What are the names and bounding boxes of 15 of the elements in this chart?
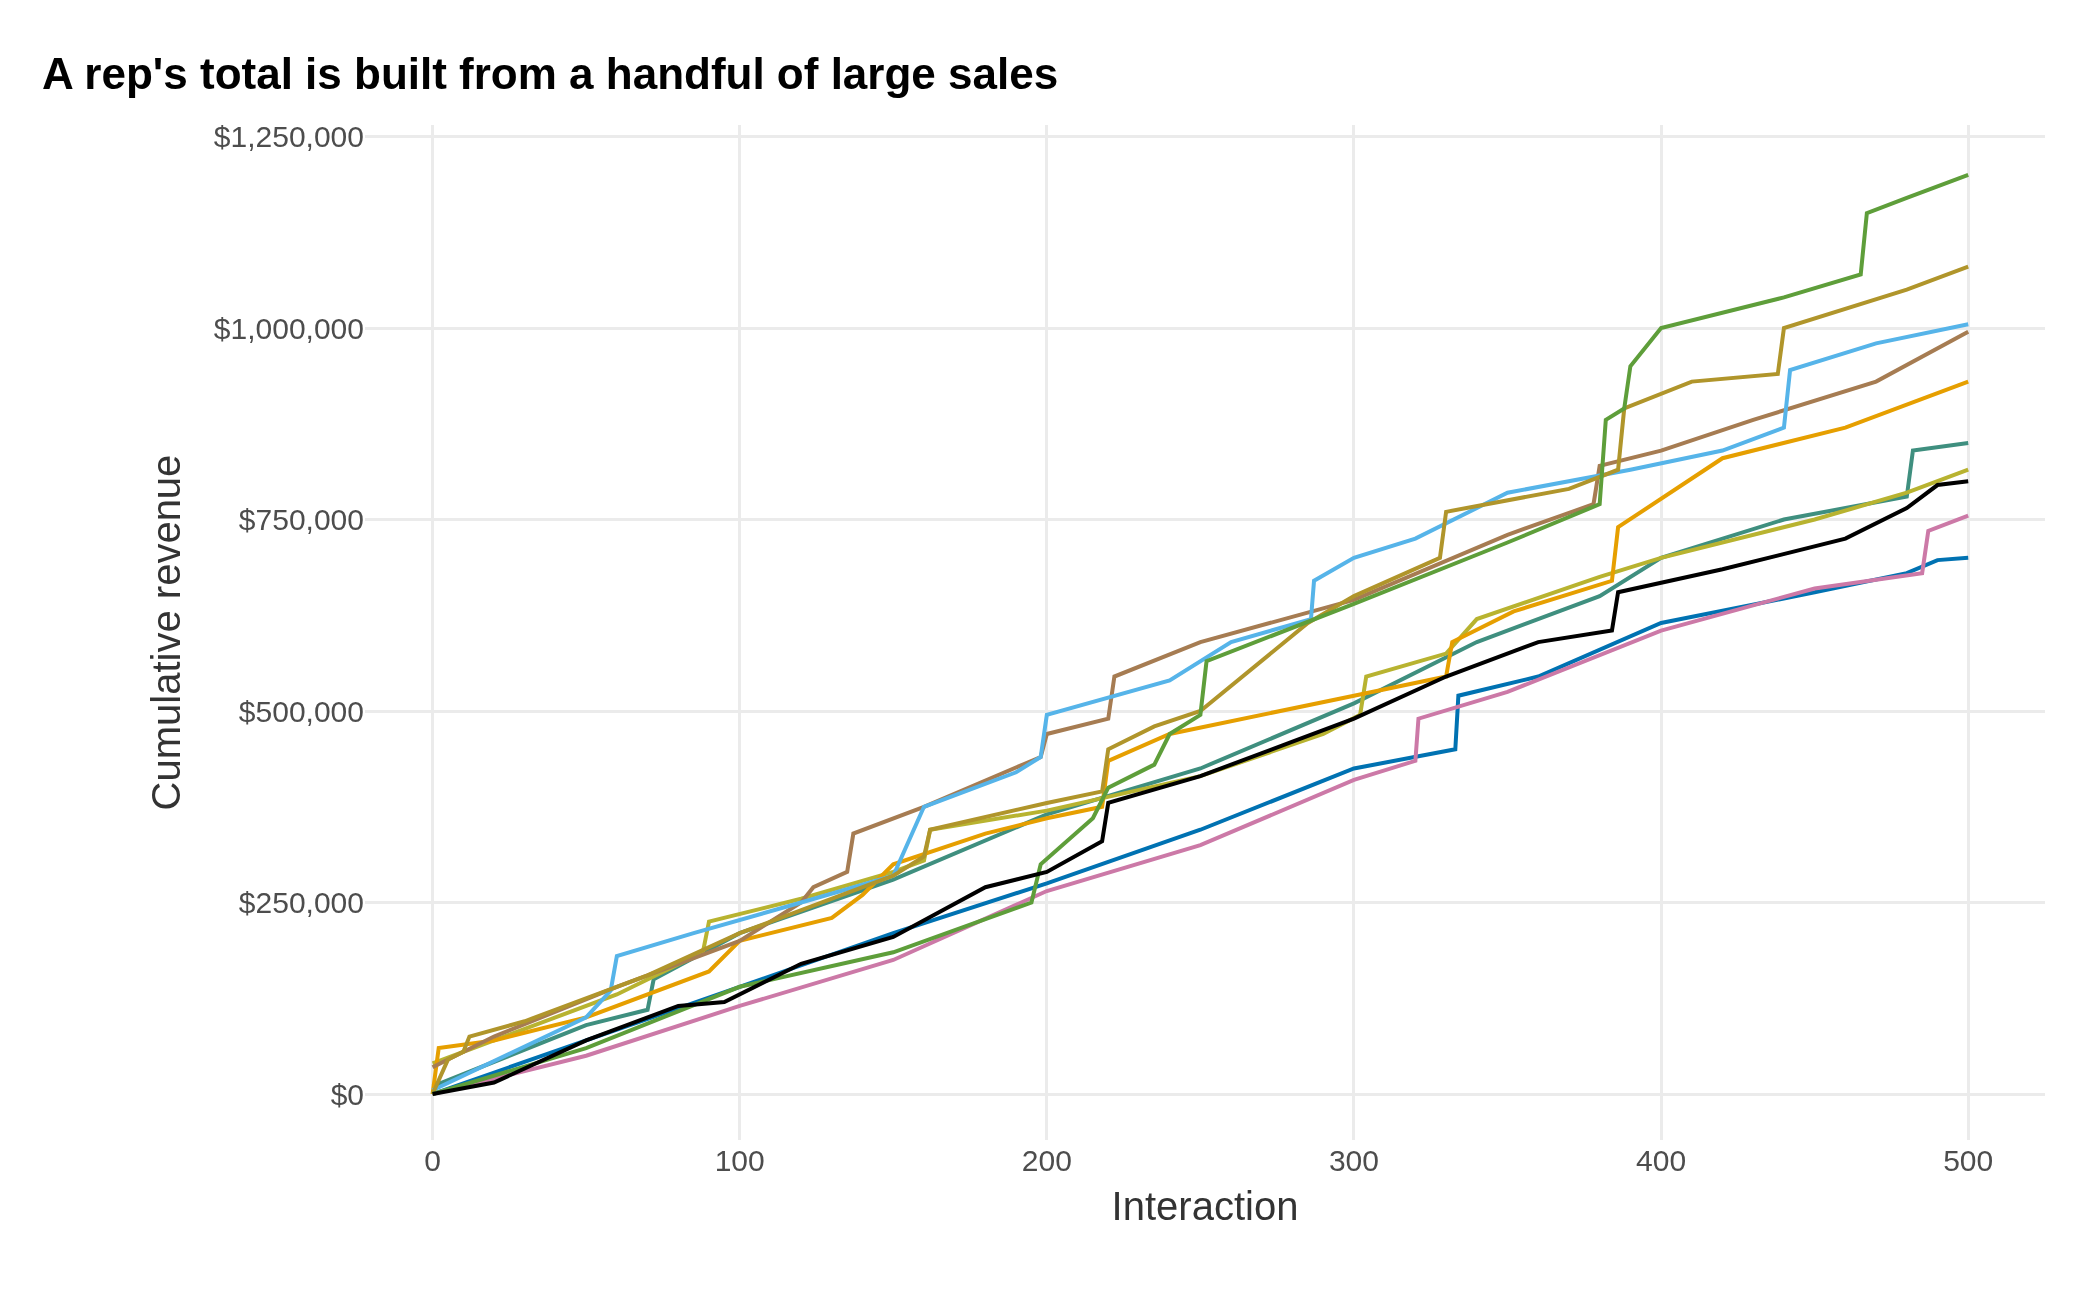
chart-title: A rep's total is built from a handful of large sales bbox=[42, 48, 1059, 98]
y-axis-title: Cumulative revenue bbox=[144, 454, 189, 811]
x-tick-label: 400 bbox=[1636, 1144, 1687, 1177]
x-axis-title: Interaction bbox=[1111, 1183, 1299, 1228]
y-tick-label: $1,250,000 bbox=[213, 119, 364, 153]
x-tick-label: 100 bbox=[714, 1144, 765, 1177]
x-tick-label: 200 bbox=[1021, 1144, 1072, 1177]
x-tick-label: 300 bbox=[1328, 1144, 1379, 1177]
x-tick-label: 500 bbox=[1943, 1144, 1994, 1177]
y-tick-label: $500,000 bbox=[238, 694, 364, 728]
y-tick-label: $1,000,000 bbox=[213, 311, 364, 345]
y-tick-label: $250,000 bbox=[238, 886, 364, 920]
x-tick-label: 0 bbox=[424, 1144, 441, 1177]
y-tick-label: $0 bbox=[330, 1077, 364, 1111]
y-tick-label: $750,000 bbox=[238, 503, 364, 537]
